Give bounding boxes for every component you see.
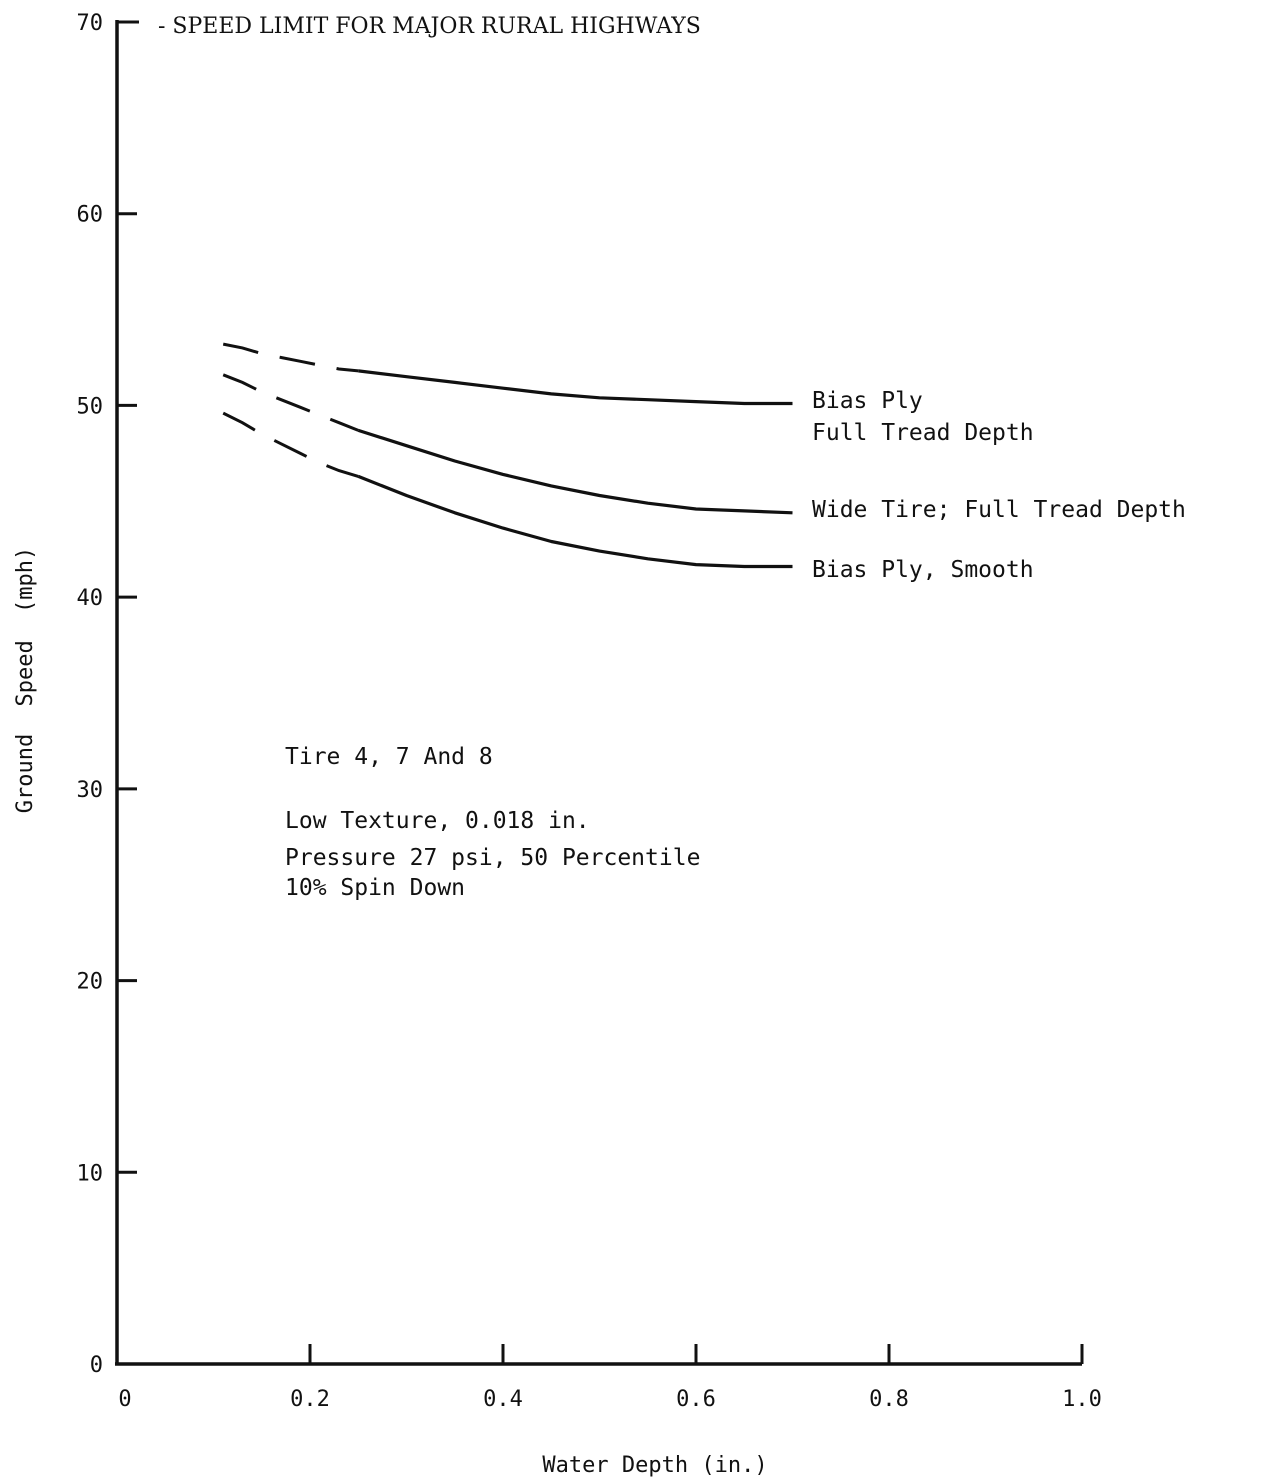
annotation-line-2: Low Texture, 0.018 in. <box>285 808 590 834</box>
annotation-block: Tire 4, 7 And 8 Low Texture, 0.018 in. P… <box>285 744 700 901</box>
series-labels: Bias Ply Full Tread Depth Wide Tire; Ful… <box>812 388 1186 583</box>
x-tick-label: 0.2 <box>290 1387 330 1412</box>
y-tick-label: 60 <box>77 203 104 228</box>
ticks: 0 10 20 30 40 50 60 70 0 0.2 0.4 0.6 0.8 1.0 <box>77 11 1102 1412</box>
series-1-dashed <box>222 373 359 432</box>
axes <box>115 20 1082 1366</box>
y-tick-label: 20 <box>77 970 104 995</box>
y-tick-label: 30 <box>77 778 104 803</box>
series-2-dashed <box>222 411 359 478</box>
y-tick-label: 50 <box>77 394 104 419</box>
y-tick-label: 10 <box>77 1161 104 1186</box>
y-tick-label: 40 <box>77 586 104 611</box>
annotation-line-1: Tire 4, 7 And 8 <box>285 744 493 770</box>
series-0-dashed <box>222 342 359 373</box>
y-axis-label: Ground Speed (mph) <box>13 547 38 813</box>
x-tick-label: 1.0 <box>1062 1387 1102 1412</box>
y-tick-label: 0 <box>90 1353 103 1378</box>
series-0-line <box>358 369 793 406</box>
series-label-bias-ply-full-2: Full Tread Depth <box>812 420 1034 446</box>
y-tick-label: 70 <box>77 11 104 36</box>
series-1-line <box>357 428 793 515</box>
annotation-line-4: 10% Spin Down <box>285 875 465 901</box>
series-label-bias-ply-smooth: Bias Ply, Smooth <box>812 557 1034 583</box>
x-tick-label: 0.6 <box>676 1387 716 1412</box>
series-label-wide-tire: Wide Tire; Full Tread Depth <box>812 497 1186 523</box>
x-tick-label: 0 <box>118 1387 131 1412</box>
series-2-line <box>357 474 793 569</box>
x-axis-label: Water Depth (in.) <box>542 1453 767 1478</box>
x-tick-label: 0.4 <box>483 1387 523 1412</box>
series-label-bias-ply-full-1: Bias Ply <box>812 388 923 414</box>
series-group <box>222 342 793 569</box>
speed-limit-label: - SPEED LIMIT FOR MAJOR RURAL HIGHWAYS <box>158 14 701 39</box>
annotation-line-3: Pressure 27 psi, 50 Percentile <box>285 845 700 871</box>
x-tick-label: 0.8 <box>869 1387 909 1412</box>
